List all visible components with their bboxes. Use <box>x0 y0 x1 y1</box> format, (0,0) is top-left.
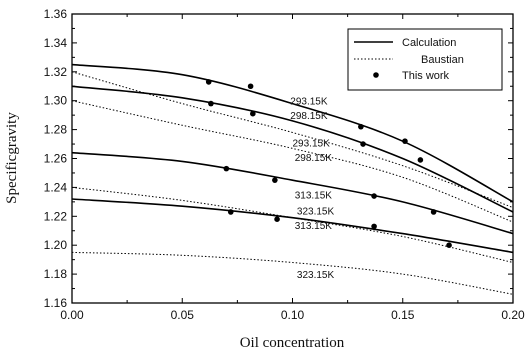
temperature-label: 298.15K <box>290 111 328 122</box>
y-tick-label: 1.22 <box>44 209 68 223</box>
calculation-curve-293-15k <box>71 63 514 203</box>
y-tick-label: 1.36 <box>44 7 68 21</box>
axis-ticks: 0.00 0.05 0.10 0.15 0.20 1.16 1.18 1.20 1.22 1.24… <box>44 7 525 322</box>
data-points <box>205 79 452 248</box>
curve-annotations: 293.15K 298.15K 293.15K 298.15K 313.15K 323.1… <box>290 97 334 281</box>
temperature-label: 323.15K <box>297 270 335 281</box>
legend-calculation-label: Calculation <box>402 37 456 49</box>
this-work-point <box>250 110 256 117</box>
this-work-point <box>272 177 278 183</box>
series-lines <box>71 63 514 295</box>
y-tick-label: 1.32 <box>44 65 68 79</box>
x-axis-title: Oil concentration <box>240 335 345 351</box>
this-work-point <box>205 79 212 85</box>
this-work-point <box>371 223 377 230</box>
this-work-point <box>358 123 364 130</box>
calculation-curve-323-15k <box>71 198 514 254</box>
y-tick-label: 1.30 <box>44 94 68 108</box>
this-work-point <box>247 83 254 90</box>
y-tick-label: 1.18 <box>44 267 68 281</box>
temperature-label: 313.15K <box>295 221 333 232</box>
y-tick-label: 1.28 <box>44 123 68 137</box>
x-tick-label: 0.00 <box>60 308 84 322</box>
baustian-curve-293-15k <box>71 71 514 209</box>
legend-baustian-label: Baustian <box>421 54 464 66</box>
legend: Calculation Baustian This work <box>347 28 503 91</box>
y-tick-label: 1.16 <box>44 296 68 310</box>
x-tick-label: 0.05 <box>171 308 195 322</box>
calculation-curve-313-15k <box>71 151 514 235</box>
temperature-label: 293.15K <box>290 97 328 108</box>
temperature-label: 313.15K <box>295 191 333 202</box>
y-tick-label: 1.26 <box>44 152 68 166</box>
legend-this-work-label: This work <box>402 70 450 82</box>
this-work-point <box>446 242 452 248</box>
y-axis-title: Specificgravity <box>4 112 20 204</box>
temperature-label: 293.15K <box>293 139 331 150</box>
this-work-point <box>430 209 437 215</box>
x-tick-label: 0.15 <box>391 308 415 322</box>
temperature-label: 323.15K <box>297 207 335 218</box>
this-work-point <box>360 141 366 147</box>
y-tick-label: 1.20 <box>44 238 68 252</box>
y-tick-label: 1.24 <box>44 180 68 194</box>
this-work-point <box>208 100 214 107</box>
this-work-point <box>417 157 424 163</box>
this-work-point <box>274 216 280 222</box>
baustian-curve-313-15k <box>71 186 514 263</box>
this-work-point <box>402 138 408 144</box>
y-tick-label: 1.34 <box>44 36 68 50</box>
x-tick-label: 0.20 <box>501 308 525 322</box>
x-tick-label: 0.10 <box>281 308 305 322</box>
this-work-point <box>223 165 230 172</box>
legend-box <box>347 28 503 91</box>
legend-this-work-marker <box>373 72 379 78</box>
baustian-curve-323-15k <box>71 251 514 295</box>
this-work-point <box>371 193 377 199</box>
baustian-curve-298-15k <box>71 100 514 223</box>
temperature-label: 298.15K <box>295 153 333 164</box>
this-work-point <box>227 209 234 215</box>
